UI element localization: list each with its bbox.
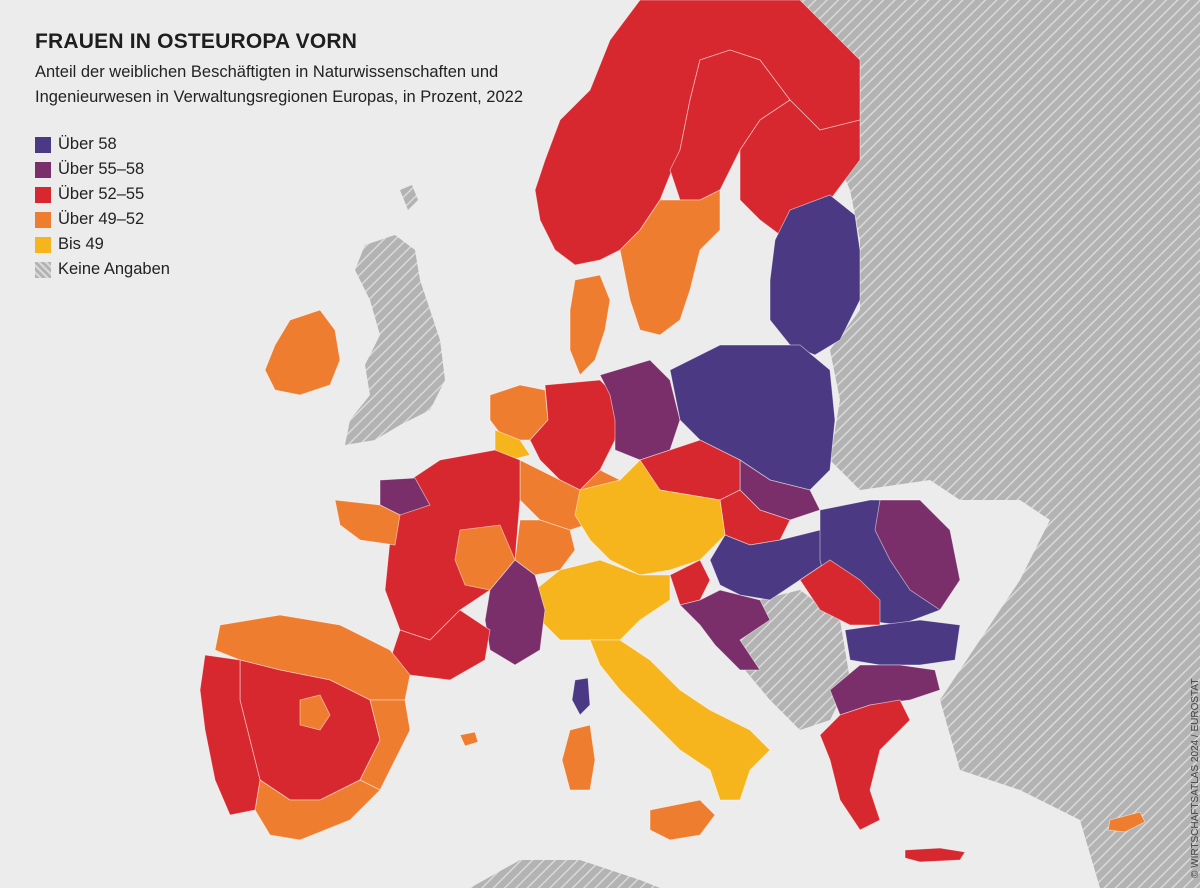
legend-swatch-icon <box>35 136 51 153</box>
legend-item: Keine Angaben <box>35 257 170 282</box>
no-data-areas <box>345 0 1200 888</box>
shetland-islands <box>400 185 418 210</box>
legend-label: Über 58 <box>58 135 117 153</box>
region-corsica <box>571 677 591 716</box>
legend-label: Über 49–52 <box>58 210 145 228</box>
legend-item: Über 58 <box>35 132 170 157</box>
legend-item: Über 49–52 <box>35 207 170 232</box>
region-belgium <box>494 429 531 461</box>
region-spain-east <box>359 699 411 791</box>
legend-swatch-icon <box>35 186 51 203</box>
region-ireland <box>264 309 341 396</box>
region-bulgaria <box>844 619 961 666</box>
map-title: FRAUEN IN OSTEUROPA VORN <box>35 30 358 53</box>
legend-item: Bis 49 <box>35 232 170 257</box>
legend-label: Über 52–55 <box>58 185 145 203</box>
region-romania-south <box>799 559 881 626</box>
region-france-west <box>334 499 401 546</box>
region-baltics <box>769 194 861 356</box>
region-denmark <box>569 274 611 376</box>
region-italy-south <box>589 639 771 801</box>
region-andalusia <box>254 779 381 841</box>
region-portugal <box>199 654 261 816</box>
region-poland <box>669 344 836 491</box>
data-regions <box>199 0 1146 863</box>
region-austria-bavaria <box>574 459 726 576</box>
region-greece-south <box>819 699 911 831</box>
region-madrid <box>299 694 331 731</box>
region-brittany <box>379 477 431 516</box>
region-crete <box>904 847 966 863</box>
legend-swatch-icon <box>35 211 51 228</box>
legend-item: Über 52–55 <box>35 182 170 207</box>
region-sardinia <box>561 724 596 791</box>
region-slovenia <box>669 559 711 606</box>
legend-item: Über 55–58 <box>35 157 170 182</box>
source-credit: © WIRTSCHAFTSATLAS 2024 / EUROSTAT <box>1190 678 1200 878</box>
region-sweden-south <box>619 189 721 336</box>
north-africa-landmass <box>470 860 660 888</box>
map-subtitle: Anteil der weiblichen Beschäftigten in N… <box>35 63 523 106</box>
region-romania-east <box>874 499 961 611</box>
legend-label: Bis 49 <box>58 235 104 253</box>
legend-swatch-icon <box>35 161 51 178</box>
region-italy-north <box>534 559 671 641</box>
legend-label: Keine Angaben <box>58 260 170 278</box>
legend: Über 58 Über 55–58 Über 52–55 Über 49–52… <box>35 132 170 282</box>
region-cyprus <box>1107 811 1146 833</box>
region-sicily <box>649 799 716 841</box>
turkey-landmass <box>980 650 1200 810</box>
hatched-swatch-icon <box>35 261 51 278</box>
legend-swatch-icon <box>35 236 51 253</box>
great-britain-landmass <box>345 235 445 445</box>
legend-label: Über 55–58 <box>58 160 145 178</box>
region-croatia <box>679 589 771 671</box>
region-balearics <box>459 731 479 747</box>
